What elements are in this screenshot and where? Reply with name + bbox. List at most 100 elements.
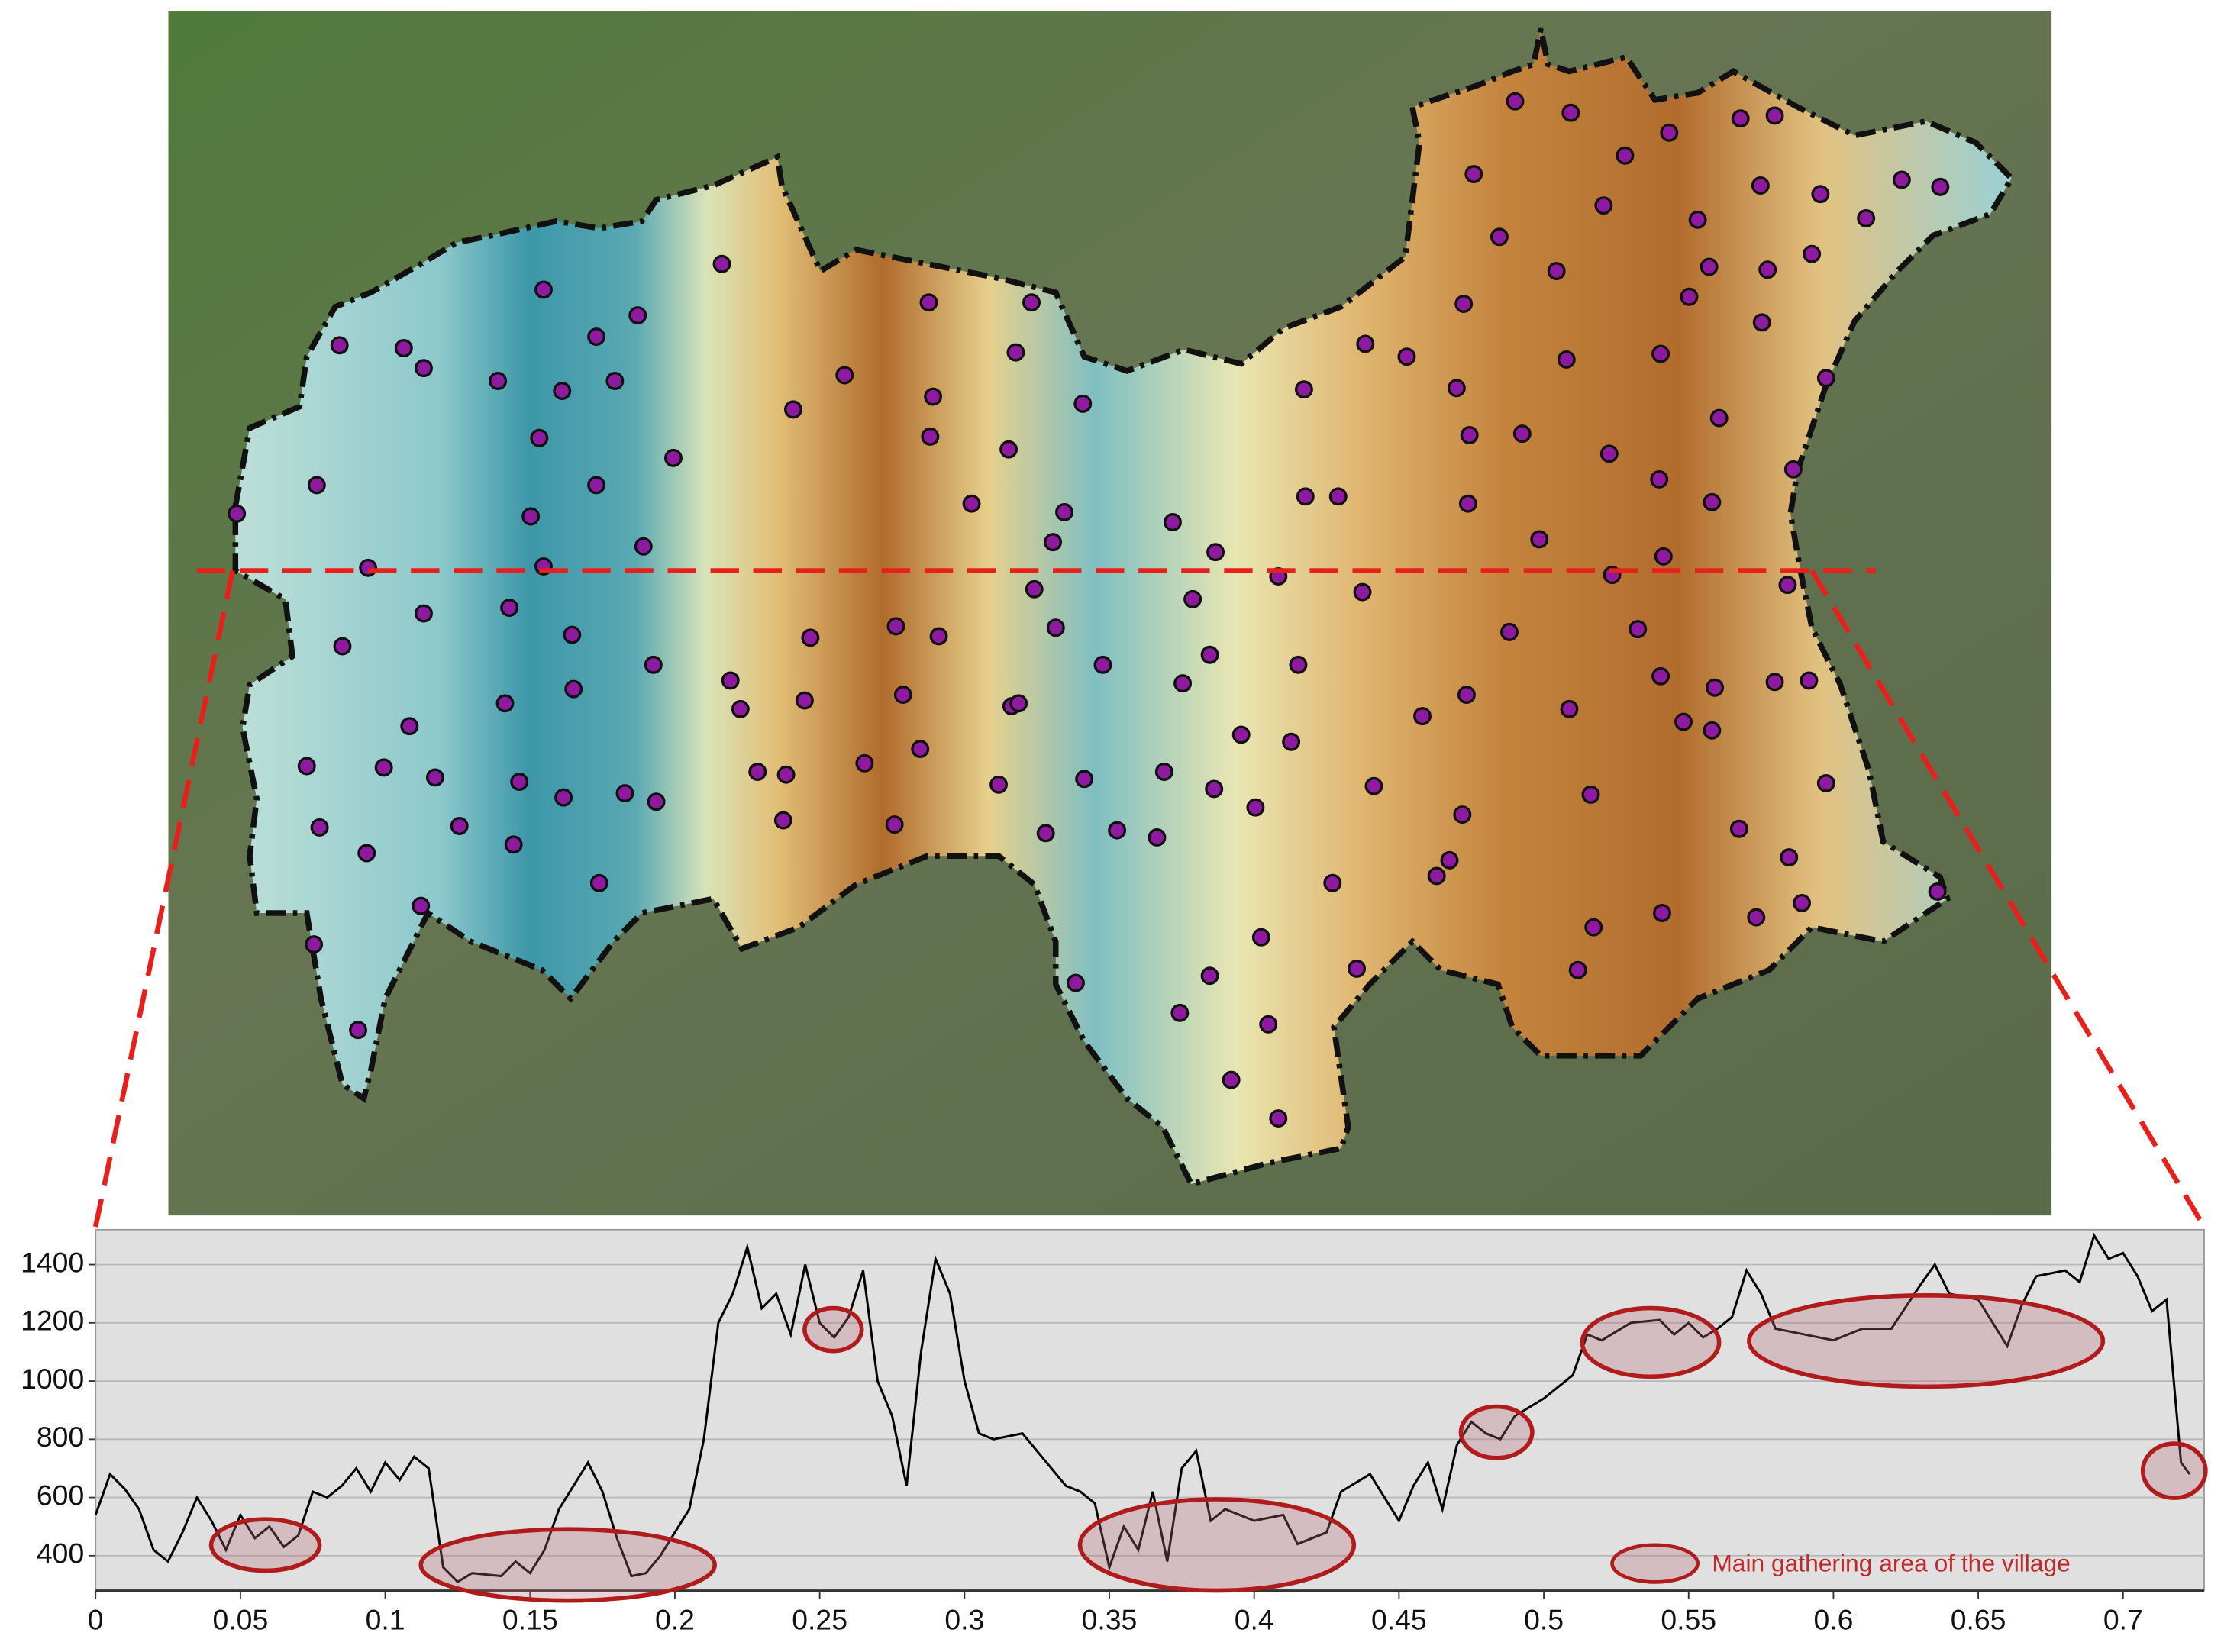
village <box>1055 502 1073 521</box>
plot-area <box>95 1228 2205 1592</box>
village <box>1022 293 1041 312</box>
village <box>1464 165 1483 183</box>
village <box>1458 494 1477 513</box>
village <box>1413 707 1432 726</box>
x-tick-label: 0.15 <box>502 1604 558 1636</box>
village <box>1108 821 1127 840</box>
village <box>1222 1070 1241 1089</box>
village <box>1731 109 1750 128</box>
village <box>412 896 431 915</box>
gathering-ellipse <box>418 1527 717 1603</box>
village <box>1557 350 1576 369</box>
village <box>1246 798 1265 817</box>
village <box>1709 408 1729 428</box>
village <box>615 784 634 802</box>
village <box>1892 170 1911 189</box>
village <box>1348 959 1367 978</box>
village <box>1706 678 1725 697</box>
village <box>1440 850 1459 870</box>
y-tick-label: 600 <box>37 1479 84 1511</box>
village <box>349 1021 367 1040</box>
village <box>921 427 940 446</box>
village <box>521 507 541 526</box>
village <box>1294 380 1313 399</box>
village <box>924 387 943 406</box>
village <box>1651 344 1670 363</box>
village <box>563 625 582 644</box>
gathering-ellipse <box>802 1305 864 1354</box>
x-tick-label: 0.55 <box>1661 1604 1716 1636</box>
village <box>1093 655 1112 674</box>
village <box>1200 645 1219 664</box>
village <box>989 775 1008 794</box>
x-tick-label: 0.2 <box>655 1604 695 1636</box>
zoom-line <box>92 569 235 1228</box>
village <box>1594 196 1613 215</box>
village <box>886 617 905 636</box>
village <box>773 811 792 830</box>
village <box>712 254 731 273</box>
village <box>1629 620 1648 639</box>
village <box>1652 904 1671 922</box>
village <box>1454 295 1474 314</box>
village <box>553 382 572 401</box>
village <box>228 504 247 523</box>
village <box>425 768 444 787</box>
x-tick-label: 0.45 <box>1371 1604 1427 1636</box>
x-tick-label: 0.4 <box>1235 1604 1274 1636</box>
village <box>1183 589 1202 608</box>
village <box>1703 721 1722 740</box>
x-tick-label: 0.7 <box>2103 1604 2143 1636</box>
village <box>1259 1015 1278 1034</box>
village <box>1651 666 1670 686</box>
village <box>1269 1109 1288 1128</box>
legend-label: Main gathering area of the village <box>1712 1549 2071 1576</box>
village <box>835 366 854 385</box>
village <box>534 280 553 299</box>
village <box>1251 928 1270 947</box>
village <box>1427 866 1446 886</box>
village <box>1560 699 1579 718</box>
profile-lines <box>92 568 2206 1228</box>
village <box>1616 146 1635 165</box>
village <box>510 773 529 792</box>
village <box>1803 244 1822 263</box>
village <box>1780 848 1799 867</box>
village <box>1751 176 1770 195</box>
village <box>795 691 814 710</box>
village <box>1200 966 1219 986</box>
village <box>1231 725 1251 744</box>
village <box>855 753 874 773</box>
village <box>1680 287 1699 306</box>
village <box>999 440 1018 459</box>
y-tick-label: 400 <box>37 1537 84 1570</box>
village <box>1650 469 1669 489</box>
gathering-areas <box>208 1292 2208 1603</box>
x-tick-label: 0 <box>88 1604 104 1636</box>
x-tick-label: 0.6 <box>1813 1604 1853 1636</box>
village <box>1530 530 1549 549</box>
village <box>310 818 329 837</box>
study-area <box>232 27 2016 1188</box>
village <box>587 476 606 495</box>
village <box>1205 779 1224 799</box>
village <box>1460 426 1479 444</box>
y-tick-label: 800 <box>37 1421 84 1453</box>
village <box>1328 487 1348 506</box>
village <box>929 627 948 646</box>
village <box>1154 763 1173 781</box>
village <box>1073 394 1093 413</box>
village <box>589 873 608 892</box>
village <box>647 792 666 811</box>
village <box>415 359 433 378</box>
village <box>919 293 938 312</box>
village <box>634 537 653 556</box>
village-points <box>228 92 1950 1128</box>
village <box>297 757 316 776</box>
village <box>333 637 352 656</box>
village <box>1164 513 1182 531</box>
village <box>1036 824 1055 843</box>
village <box>1654 547 1673 566</box>
village <box>554 788 573 807</box>
